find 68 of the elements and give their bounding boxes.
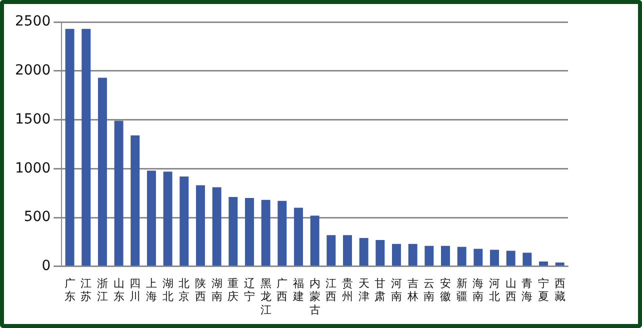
bar [278, 200, 287, 266]
bar [555, 262, 564, 266]
bar [65, 28, 74, 266]
bar [408, 244, 418, 266]
x-tick-label: 宁夏 [538, 276, 549, 304]
x-tick-label: 江苏 [80, 276, 92, 304]
y-tick-label: 500 [24, 209, 51, 226]
bar [212, 187, 222, 266]
x-tick-label: 西藏 [554, 276, 566, 304]
bar [342, 235, 352, 266]
x-tick-label: 陕西 [194, 276, 206, 304]
x-tick-label: 海南 [472, 276, 484, 304]
bar [114, 120, 124, 266]
bar [376, 240, 385, 266]
y-tick-label: 2000 [14, 62, 51, 79]
x-tick-label: 北京 [178, 276, 190, 304]
x-tick-label: 青海 [522, 276, 533, 304]
x-tick-label: 云南 [424, 276, 435, 304]
bar [163, 172, 172, 266]
x-tick-label: 新疆 [456, 276, 468, 304]
x-tick-label: 吉林 [406, 276, 418, 304]
x-tick-label: 辽宁 [244, 276, 255, 304]
bar [228, 196, 238, 266]
bar [424, 246, 434, 266]
bar [82, 28, 91, 266]
x-tick-label: 内蒙古 [309, 276, 320, 316]
bar [392, 244, 401, 266]
bar [474, 248, 483, 266]
x-tick-label: 贵州 [342, 276, 353, 304]
bar [506, 250, 516, 266]
x-tick-label: 甘肃 [374, 276, 386, 304]
bar [98, 78, 107, 266]
bar [490, 250, 499, 266]
x-tick-label: 天津 [358, 276, 370, 304]
bar [522, 252, 532, 266]
x-tick-label: 广东 [64, 276, 76, 304]
bar [294, 208, 303, 266]
bar [326, 235, 336, 266]
x-tick-label: 上海 [146, 276, 157, 304]
x-tick-label: 山东 [113, 276, 124, 304]
bar [196, 185, 205, 266]
y-tick-label: 2500 [14, 14, 51, 30]
y-tick-label: 1500 [14, 111, 51, 128]
bar [539, 262, 548, 266]
x-tick-label: 河南 [390, 276, 402, 304]
x-tick-label: 湖南 [211, 276, 222, 304]
bar [180, 176, 189, 266]
x-tick-label: 广西 [276, 276, 288, 304]
x-tick-label: 江西 [326, 276, 337, 304]
bar [310, 216, 320, 266]
x-tick-label: 福建 [292, 276, 304, 304]
bar [244, 198, 254, 266]
y-tick-label: 1000 [14, 160, 51, 176]
x-tick-label: 湖北 [162, 276, 174, 304]
bar [457, 246, 466, 266]
bar [359, 238, 368, 266]
bar [146, 170, 156, 266]
x-tick-label: 浙江 [96, 276, 108, 304]
x-tick-label: 黑龙江 [260, 276, 272, 316]
bar [261, 200, 270, 266]
x-tick-label: 山西 [505, 276, 516, 304]
bar [130, 135, 140, 266]
bar [441, 246, 450, 266]
x-tick-label: 安徽 [440, 276, 451, 304]
x-tick-label: 河北 [488, 276, 500, 304]
x-tick-label: 四川 [130, 276, 141, 304]
y-tick-label: 0 [42, 258, 51, 274]
x-tick-label: 重庆 [228, 276, 239, 304]
